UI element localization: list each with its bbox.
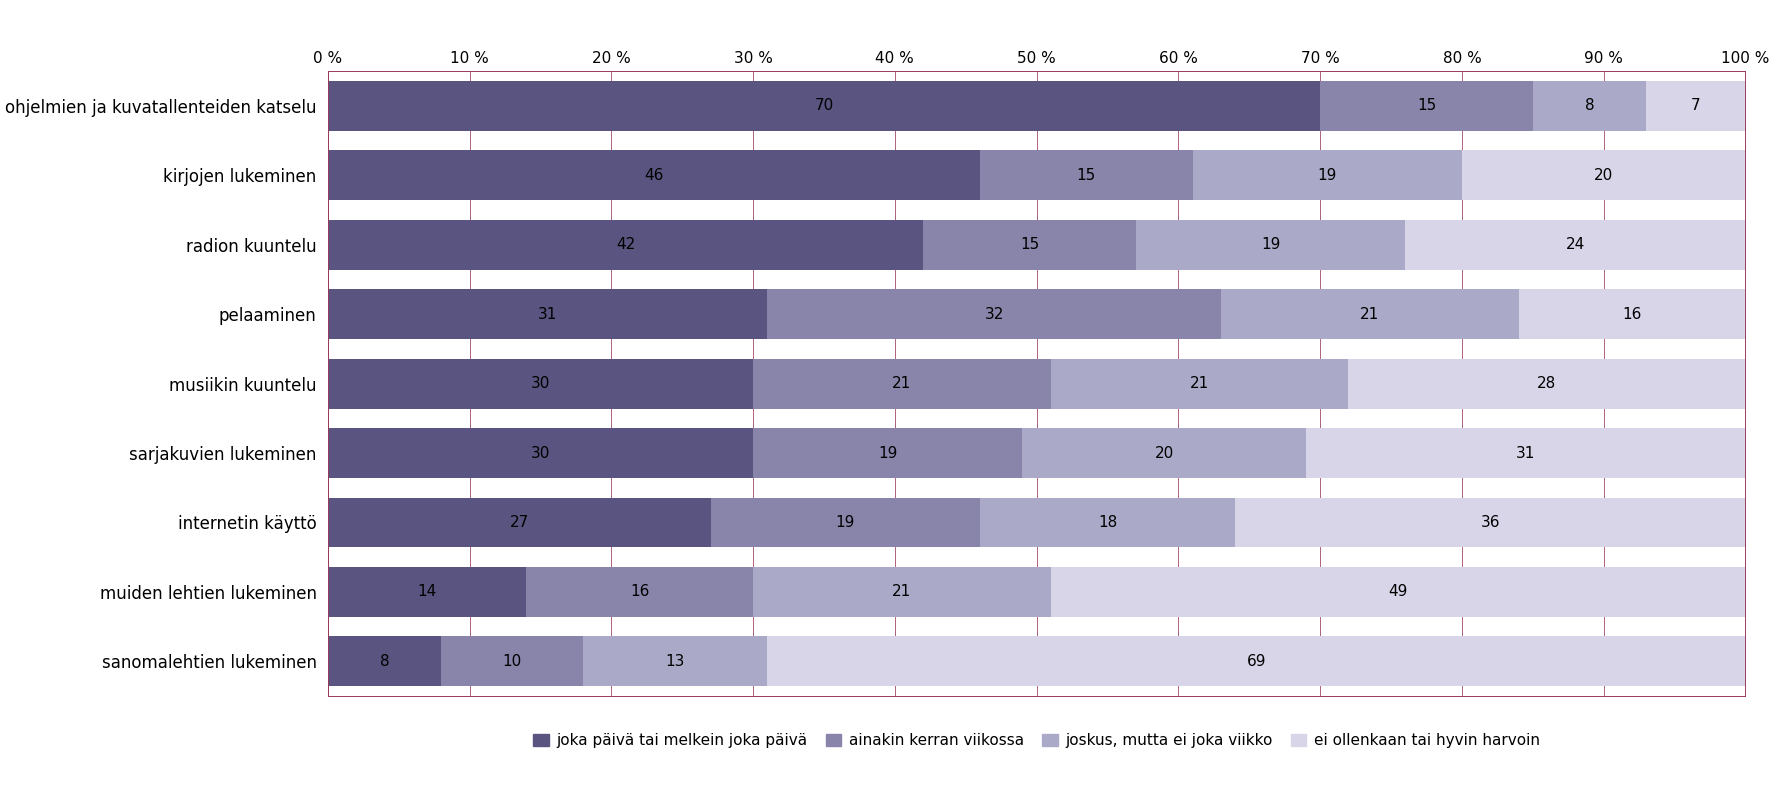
Text: 19: 19 bbox=[1262, 237, 1279, 252]
Text: 24: 24 bbox=[1566, 237, 1584, 252]
Bar bbox=[328, 637, 441, 687]
Text: 28: 28 bbox=[1538, 377, 1556, 391]
Bar bbox=[1221, 290, 1519, 339]
Text: 21: 21 bbox=[893, 377, 911, 391]
Text: 8: 8 bbox=[1584, 98, 1595, 113]
Text: 21: 21 bbox=[1361, 307, 1379, 322]
Text: 36: 36 bbox=[1480, 515, 1501, 530]
Bar bbox=[753, 428, 1022, 478]
Bar bbox=[767, 637, 1745, 687]
Text: 49: 49 bbox=[1389, 585, 1407, 600]
Text: 20: 20 bbox=[1155, 445, 1173, 460]
Bar bbox=[328, 428, 753, 478]
Bar bbox=[328, 358, 753, 409]
Bar bbox=[1051, 567, 1745, 617]
Bar bbox=[1022, 428, 1306, 478]
Bar bbox=[923, 220, 1136, 270]
Text: 16: 16 bbox=[1623, 307, 1641, 322]
Bar bbox=[1462, 150, 1745, 200]
Bar bbox=[328, 498, 711, 547]
Text: 16: 16 bbox=[631, 585, 649, 600]
Text: 69: 69 bbox=[1246, 654, 1267, 669]
Text: 32: 32 bbox=[985, 307, 1003, 322]
Bar bbox=[1136, 220, 1405, 270]
Text: 19: 19 bbox=[836, 515, 854, 530]
Text: 31: 31 bbox=[539, 307, 556, 322]
Bar bbox=[1348, 358, 1745, 409]
Bar bbox=[767, 290, 1221, 339]
Text: 70: 70 bbox=[815, 98, 833, 113]
Text: 8: 8 bbox=[379, 654, 390, 669]
Text: 15: 15 bbox=[1418, 98, 1435, 113]
Bar bbox=[1235, 498, 1745, 547]
Bar bbox=[441, 637, 583, 687]
Bar bbox=[1306, 428, 1745, 478]
Bar bbox=[711, 498, 980, 547]
Bar bbox=[1193, 150, 1462, 200]
Bar bbox=[328, 567, 526, 617]
Bar bbox=[583, 637, 767, 687]
Text: 20: 20 bbox=[1595, 168, 1613, 183]
Bar bbox=[1405, 220, 1745, 270]
Bar bbox=[328, 290, 767, 339]
Bar bbox=[328, 220, 923, 270]
Bar bbox=[1320, 81, 1533, 131]
Legend: joka päivä tai melkein joka päivä, ainakin kerran viikossa, joskus, mutta ei jok: joka päivä tai melkein joka päivä, ainak… bbox=[528, 729, 1545, 753]
Text: 14: 14 bbox=[418, 585, 436, 600]
Text: 18: 18 bbox=[1099, 515, 1116, 530]
Bar bbox=[1519, 290, 1745, 339]
Text: 46: 46 bbox=[645, 168, 663, 183]
Text: 15: 15 bbox=[1021, 237, 1038, 252]
Text: 19: 19 bbox=[1318, 168, 1336, 183]
Text: 10: 10 bbox=[503, 654, 521, 669]
Bar bbox=[753, 358, 1051, 409]
Bar bbox=[328, 150, 980, 200]
Text: 19: 19 bbox=[879, 445, 897, 460]
Text: 30: 30 bbox=[532, 445, 549, 460]
Text: 15: 15 bbox=[1077, 168, 1095, 183]
Bar bbox=[526, 567, 753, 617]
Text: 7: 7 bbox=[1690, 98, 1701, 113]
Bar bbox=[1533, 81, 1646, 131]
Text: 31: 31 bbox=[1517, 445, 1535, 460]
Bar bbox=[1646, 81, 1745, 131]
Bar bbox=[753, 567, 1051, 617]
Text: 27: 27 bbox=[510, 515, 528, 530]
Text: 13: 13 bbox=[666, 654, 684, 669]
Bar bbox=[980, 498, 1235, 547]
Text: 42: 42 bbox=[617, 237, 634, 252]
Bar bbox=[1051, 358, 1348, 409]
Text: 21: 21 bbox=[893, 585, 911, 600]
Bar bbox=[980, 150, 1193, 200]
Bar bbox=[328, 81, 1320, 131]
Text: 30: 30 bbox=[532, 377, 549, 391]
Text: 21: 21 bbox=[1191, 377, 1209, 391]
